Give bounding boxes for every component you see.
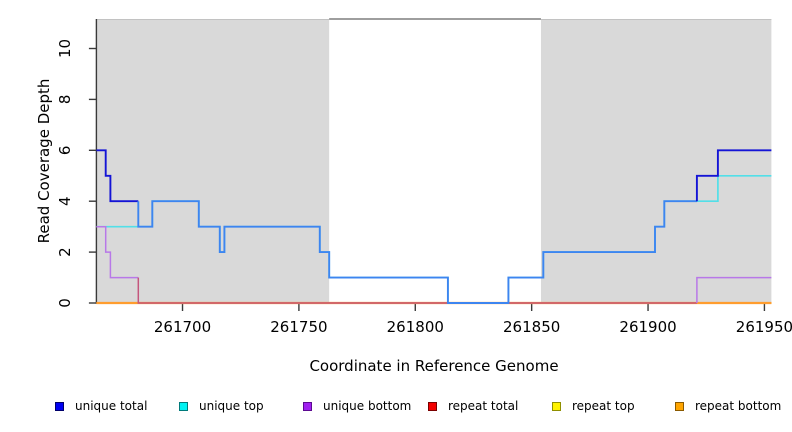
series-unique-total [96,149,139,203]
legend-item-unique-top: unique top [179,398,264,414]
y-tick-label: 10 [56,39,74,58]
y-tick-label: 4 [56,196,74,206]
series-unique-total [695,149,772,202]
legend-item-repeat-top: repeat top [552,398,635,414]
legend-label: repeat total [448,399,519,413]
x-tick-label: 261700 [154,318,211,336]
y-tick-label: 2 [56,247,74,257]
legend-swatch-icon [55,401,64,411]
y-axis-title: Read Coverage Depth [35,78,53,244]
x-tick-label: 261950 [736,318,792,336]
legend: unique total unique top unique bottom repea… [0,398,792,418]
legend-item-repeat-total: repeat total [428,398,518,414]
y-tick-label: 0 [56,298,74,308]
series-unique-bottom [137,277,697,304]
legend-label: unique top [199,399,264,413]
repeat-region-shading [540,19,772,303]
legend-item-repeat-bottom: repeat bottom [675,398,781,414]
legend-item-unique-bottom: unique bottom [303,398,411,414]
y-tick-label: 8 [56,95,74,105]
legend-swatch-icon [428,401,437,411]
x-tick-label: 261800 [387,318,444,336]
repeat-region-shading [96,19,330,303]
series-unique-total [137,200,697,304]
legend-swatch-icon [179,401,188,411]
legend-label: unique bottom [323,399,412,413]
x-tick-label: 261750 [270,318,327,336]
series-unique-bottom [96,225,139,279]
legend-label: repeat top [572,399,635,413]
legend-swatch-icon [552,401,561,411]
legend-swatch-icon [303,401,312,411]
series-unique-bottom [696,276,772,303]
coverage-plot: 0 2 4 6 8 10 261700 261750 261800 261850 261900 261… [56,18,792,336]
x-tick-label: 261850 [503,318,560,336]
legend-label: unique total [75,399,148,413]
legend-item-unique-total: unique total [55,398,147,414]
x-axis-title: Coordinate in Reference Genome [309,357,559,375]
legend-label: repeat bottom [695,399,782,413]
legend-swatch-icon [675,401,684,411]
x-tick-label: 261900 [619,318,676,336]
y-tick-label: 6 [56,146,74,156]
